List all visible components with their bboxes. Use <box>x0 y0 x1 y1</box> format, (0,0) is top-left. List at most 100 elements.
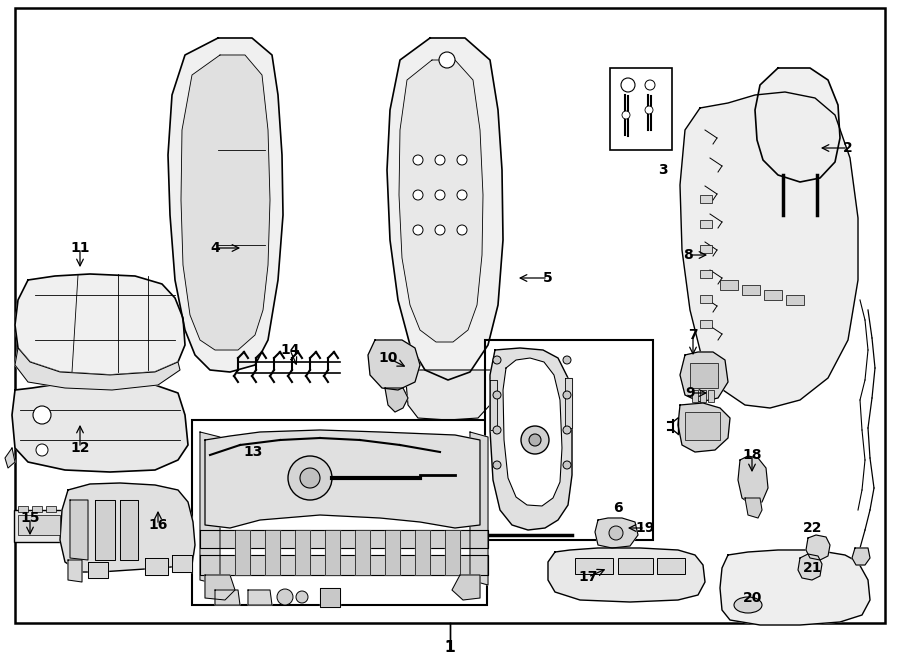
Bar <box>720 280 738 290</box>
Circle shape <box>296 591 308 603</box>
Polygon shape <box>452 575 480 600</box>
Text: 16: 16 <box>148 518 167 532</box>
Circle shape <box>645 80 655 90</box>
Bar <box>18 506 28 512</box>
Polygon shape <box>215 590 240 605</box>
Circle shape <box>288 456 332 500</box>
Text: 1: 1 <box>445 641 455 656</box>
Text: 10: 10 <box>378 351 398 365</box>
Polygon shape <box>405 370 492 420</box>
Polygon shape <box>745 498 762 518</box>
Bar <box>657 558 685 574</box>
Polygon shape <box>68 560 82 582</box>
Circle shape <box>457 190 467 200</box>
Circle shape <box>621 78 635 92</box>
Polygon shape <box>95 500 115 560</box>
Text: 19: 19 <box>635 521 654 535</box>
Polygon shape <box>15 274 185 375</box>
Polygon shape <box>88 562 108 578</box>
Polygon shape <box>595 518 638 548</box>
Bar <box>742 285 760 295</box>
Polygon shape <box>168 38 283 372</box>
Bar <box>700 390 706 402</box>
Polygon shape <box>385 388 408 412</box>
Text: 11: 11 <box>70 241 90 255</box>
Bar <box>192 420 487 605</box>
Polygon shape <box>755 68 840 182</box>
Text: 6: 6 <box>613 501 623 515</box>
Circle shape <box>563 391 571 399</box>
Polygon shape <box>12 382 188 472</box>
Polygon shape <box>503 358 562 506</box>
Circle shape <box>33 406 51 424</box>
Polygon shape <box>248 590 272 605</box>
Polygon shape <box>295 530 310 575</box>
Circle shape <box>609 526 623 540</box>
Bar <box>18 515 60 535</box>
Polygon shape <box>806 535 830 560</box>
Polygon shape <box>172 555 192 572</box>
Text: 4: 4 <box>210 241 220 255</box>
Polygon shape <box>798 554 822 580</box>
Circle shape <box>493 356 501 364</box>
Bar <box>764 290 782 300</box>
Polygon shape <box>5 448 15 468</box>
Text: 18: 18 <box>742 448 761 462</box>
Circle shape <box>563 461 571 469</box>
Text: 3: 3 <box>658 163 668 177</box>
Polygon shape <box>470 432 488 585</box>
Polygon shape <box>445 530 460 575</box>
Bar <box>46 506 56 512</box>
Circle shape <box>435 155 445 165</box>
Polygon shape <box>720 550 870 625</box>
Polygon shape <box>368 340 420 390</box>
Circle shape <box>439 52 455 68</box>
Polygon shape <box>680 352 728 402</box>
Text: 7: 7 <box>688 328 698 342</box>
Circle shape <box>493 426 501 434</box>
Ellipse shape <box>734 597 762 613</box>
Circle shape <box>457 225 467 235</box>
Text: 1: 1 <box>445 641 455 656</box>
Text: 22: 22 <box>803 521 823 535</box>
Text: 15: 15 <box>20 511 40 525</box>
Text: 14: 14 <box>280 343 300 357</box>
Bar <box>692 390 698 402</box>
Text: 13: 13 <box>243 445 263 459</box>
Bar <box>14 510 64 542</box>
Text: 9: 9 <box>685 386 695 400</box>
Bar <box>708 390 714 402</box>
Circle shape <box>529 434 541 446</box>
Text: 5: 5 <box>543 271 553 285</box>
Bar <box>685 412 720 440</box>
Polygon shape <box>205 575 235 600</box>
Text: 12: 12 <box>70 441 90 455</box>
Bar <box>700 270 712 278</box>
Bar <box>700 220 712 228</box>
Polygon shape <box>385 530 400 575</box>
Polygon shape <box>678 403 730 452</box>
Circle shape <box>413 190 423 200</box>
Text: 21: 21 <box>803 561 823 575</box>
Circle shape <box>300 468 320 488</box>
Circle shape <box>493 391 501 399</box>
Circle shape <box>435 225 445 235</box>
Polygon shape <box>15 348 180 390</box>
Circle shape <box>563 426 571 434</box>
Circle shape <box>622 111 630 119</box>
Bar <box>485 340 653 540</box>
Bar <box>610 68 672 150</box>
Polygon shape <box>355 530 370 575</box>
Text: 20: 20 <box>743 591 762 605</box>
Bar <box>32 506 42 512</box>
Text: 8: 8 <box>683 248 693 262</box>
Polygon shape <box>320 588 340 607</box>
Polygon shape <box>200 555 488 575</box>
Circle shape <box>435 190 445 200</box>
Polygon shape <box>738 456 768 505</box>
Polygon shape <box>205 430 480 528</box>
Bar <box>690 363 718 388</box>
Circle shape <box>277 589 293 605</box>
Bar <box>700 320 712 328</box>
Polygon shape <box>415 530 430 575</box>
